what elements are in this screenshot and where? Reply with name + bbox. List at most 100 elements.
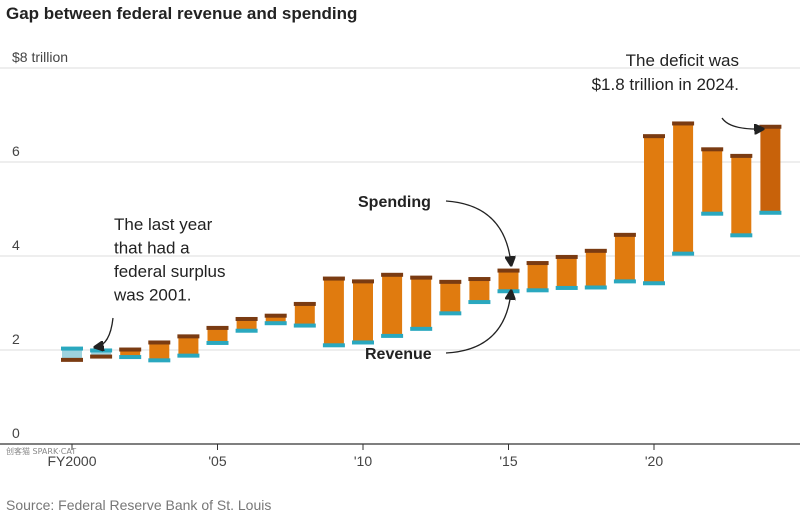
spending-marker [584,248,607,253]
revenue-marker [293,323,316,328]
gap-bar [556,256,577,288]
gap-bar [62,348,82,360]
y-tick-label: $8 trillion [12,49,68,65]
spending-marker [701,147,724,152]
revenue-marker [119,355,142,360]
gap-bar [702,149,723,214]
spending-marker [90,354,113,359]
gap-bar [294,303,315,326]
spending-marker [235,316,258,321]
gap-bar [527,263,548,291]
spending-arrow [445,200,511,264]
gap-bar [178,336,199,356]
spending-marker [759,124,782,129]
gap-bar [731,155,752,236]
gap-bar [91,350,112,357]
revenue-marker [672,251,695,256]
gap-bar [614,234,635,282]
gap-bar [440,281,461,314]
gap-bar [411,277,432,329]
revenue-arrow [445,292,511,354]
spending-marker [526,261,549,266]
y-tick-label: 4 [12,237,20,253]
y-tick-label: 6 [12,143,20,159]
spending-marker [468,277,491,282]
y-tick-label: 0 [12,425,20,441]
revenue-marker [584,285,607,290]
revenue-callout: Revenue [365,346,432,363]
revenue-marker [468,300,491,305]
revenue-marker [61,346,83,351]
surplus-arrow [96,317,114,347]
spending-marker [322,276,345,281]
surplus-note-line: The last year [114,215,213,234]
revenue-marker [526,288,549,293]
gap-bar [323,278,344,346]
gap-bar [120,349,141,358]
surplus-note-line: that had a [114,239,190,258]
gap-bar [469,279,490,303]
spending-marker [148,340,171,345]
spending-marker [439,279,462,284]
spending-marker [730,153,753,158]
revenue-marker [177,353,200,358]
spending-marker [410,275,433,280]
revenue-marker [352,340,374,345]
chart-source: Source: Federal Reserve Bank of St. Loui… [6,497,272,513]
spending-marker [206,325,229,330]
gap-bar [498,270,519,292]
deficit-note-line: The deficit was [626,51,739,70]
revenue-marker [90,348,113,353]
spending-marker [119,347,142,352]
deficit-note-line: $1.8 trillion in 2024. [592,75,739,94]
watermark-text: 创客猫 SPARK·CAT [6,447,77,456]
x-tick-label: FY2000 [47,453,96,469]
gap-bar [673,123,694,254]
x-tick-label: '20 [645,453,663,469]
watermark-logo: 创客猫 SPARK·CAT [6,447,76,456]
gap-bar [585,250,606,288]
x-tick-label: '10 [354,453,372,469]
spending-marker [555,254,578,259]
revenue-marker [381,333,404,338]
revenue-marker [439,311,462,316]
surplus-note-line: federal surplus [114,262,226,281]
revenue-marker [206,340,229,345]
revenue-marker [730,233,753,238]
x-tick-label: '05 [208,453,226,469]
spending-marker [643,134,665,139]
revenue-marker [497,289,520,294]
gap-bar [644,136,664,284]
x-tick-label: '15 [499,453,517,469]
spending-marker [264,313,287,318]
spending-marker [293,301,316,306]
gap-bar [236,318,257,331]
spending-marker [497,268,520,273]
gap-bar [353,281,373,343]
spending-marker [177,334,200,339]
surplus-note-line: was 2001. [113,286,192,305]
spending-marker [61,357,83,362]
revenue-marker [643,281,665,286]
revenue-marker [555,285,578,290]
revenue-marker [322,343,345,348]
spending-marker [672,121,695,126]
revenue-marker [235,328,258,333]
revenue-marker [613,279,636,284]
spending-marker [352,279,374,284]
spending-marker [613,232,636,237]
revenue-marker [148,358,171,363]
revenue-marker [701,211,724,216]
gap-bar [382,274,403,336]
deficit-arrow [721,117,762,129]
gap-bar [149,342,170,361]
chart-title: Gap between federal revenue and spending [6,4,358,23]
spending-marker [381,272,404,277]
revenue-marker [410,326,433,331]
revenue-marker [264,321,287,326]
gap-bar [265,315,286,324]
gap-bar [207,327,228,343]
gap-bar [760,126,781,213]
revenue-marker [759,210,782,215]
